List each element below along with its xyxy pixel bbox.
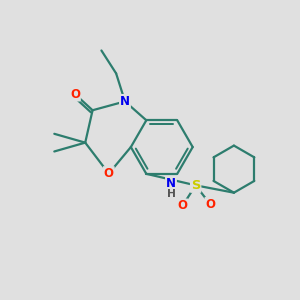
- Text: O: O: [70, 88, 80, 100]
- Text: H: H: [167, 189, 176, 199]
- Text: N: N: [120, 95, 130, 108]
- Text: O: O: [177, 200, 188, 212]
- Text: O: O: [206, 198, 215, 211]
- Text: S: S: [191, 179, 200, 192]
- Text: N: N: [166, 178, 176, 190]
- Text: O: O: [104, 167, 114, 180]
